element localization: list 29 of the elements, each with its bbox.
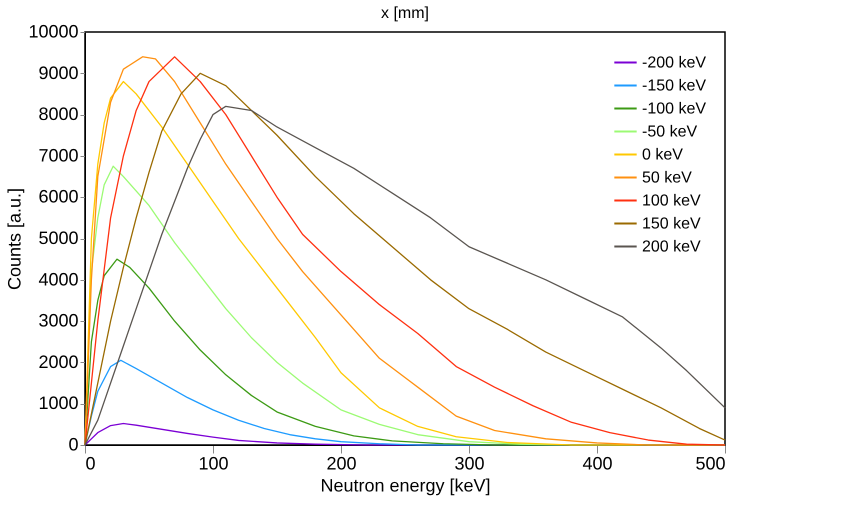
y-tick-label: 8000 <box>38 104 78 124</box>
y-tick-label: 2000 <box>38 352 78 372</box>
legend-label: -50 keV <box>642 124 698 140</box>
legend-label: -150 keV <box>642 78 706 94</box>
y-tick-label: 5000 <box>38 228 78 248</box>
x-tick-label: 300 <box>454 454 485 474</box>
y-tick-label: 0 <box>68 434 78 454</box>
legend-label: 50 keV <box>642 170 692 186</box>
y-tick-label: 10000 <box>28 22 78 42</box>
y-tick-label: 4000 <box>38 269 78 290</box>
text: x [mm] <box>381 5 429 22</box>
x-tick-label: 200 <box>326 454 357 474</box>
y-tick-label: 3000 <box>38 310 78 331</box>
x-tick-label: 0 <box>86 454 96 474</box>
legend-label: 0 keV <box>642 146 684 164</box>
legend-label: -200 keV <box>642 54 706 72</box>
y-axis-title: Counts [a.u.] <box>4 188 24 290</box>
legend-label: 100 keV <box>642 192 702 210</box>
x-tick-label: 100 <box>198 454 229 474</box>
legend-label: 200 keV <box>642 238 702 256</box>
legend-label: -100 keV <box>642 100 706 118</box>
x-axis-title: Neutron energy [keV] <box>320 476 491 496</box>
y-tick-label: 6000 <box>38 186 78 207</box>
y-tick-label: 7000 <box>38 145 78 166</box>
x-tick-label: 500 <box>695 454 726 474</box>
x-tick-label: 400 <box>582 454 613 474</box>
y-tick-label: 1000 <box>38 393 78 414</box>
legend-label: 150 keV <box>642 216 702 232</box>
y-tick-label: 9000 <box>38 62 78 83</box>
